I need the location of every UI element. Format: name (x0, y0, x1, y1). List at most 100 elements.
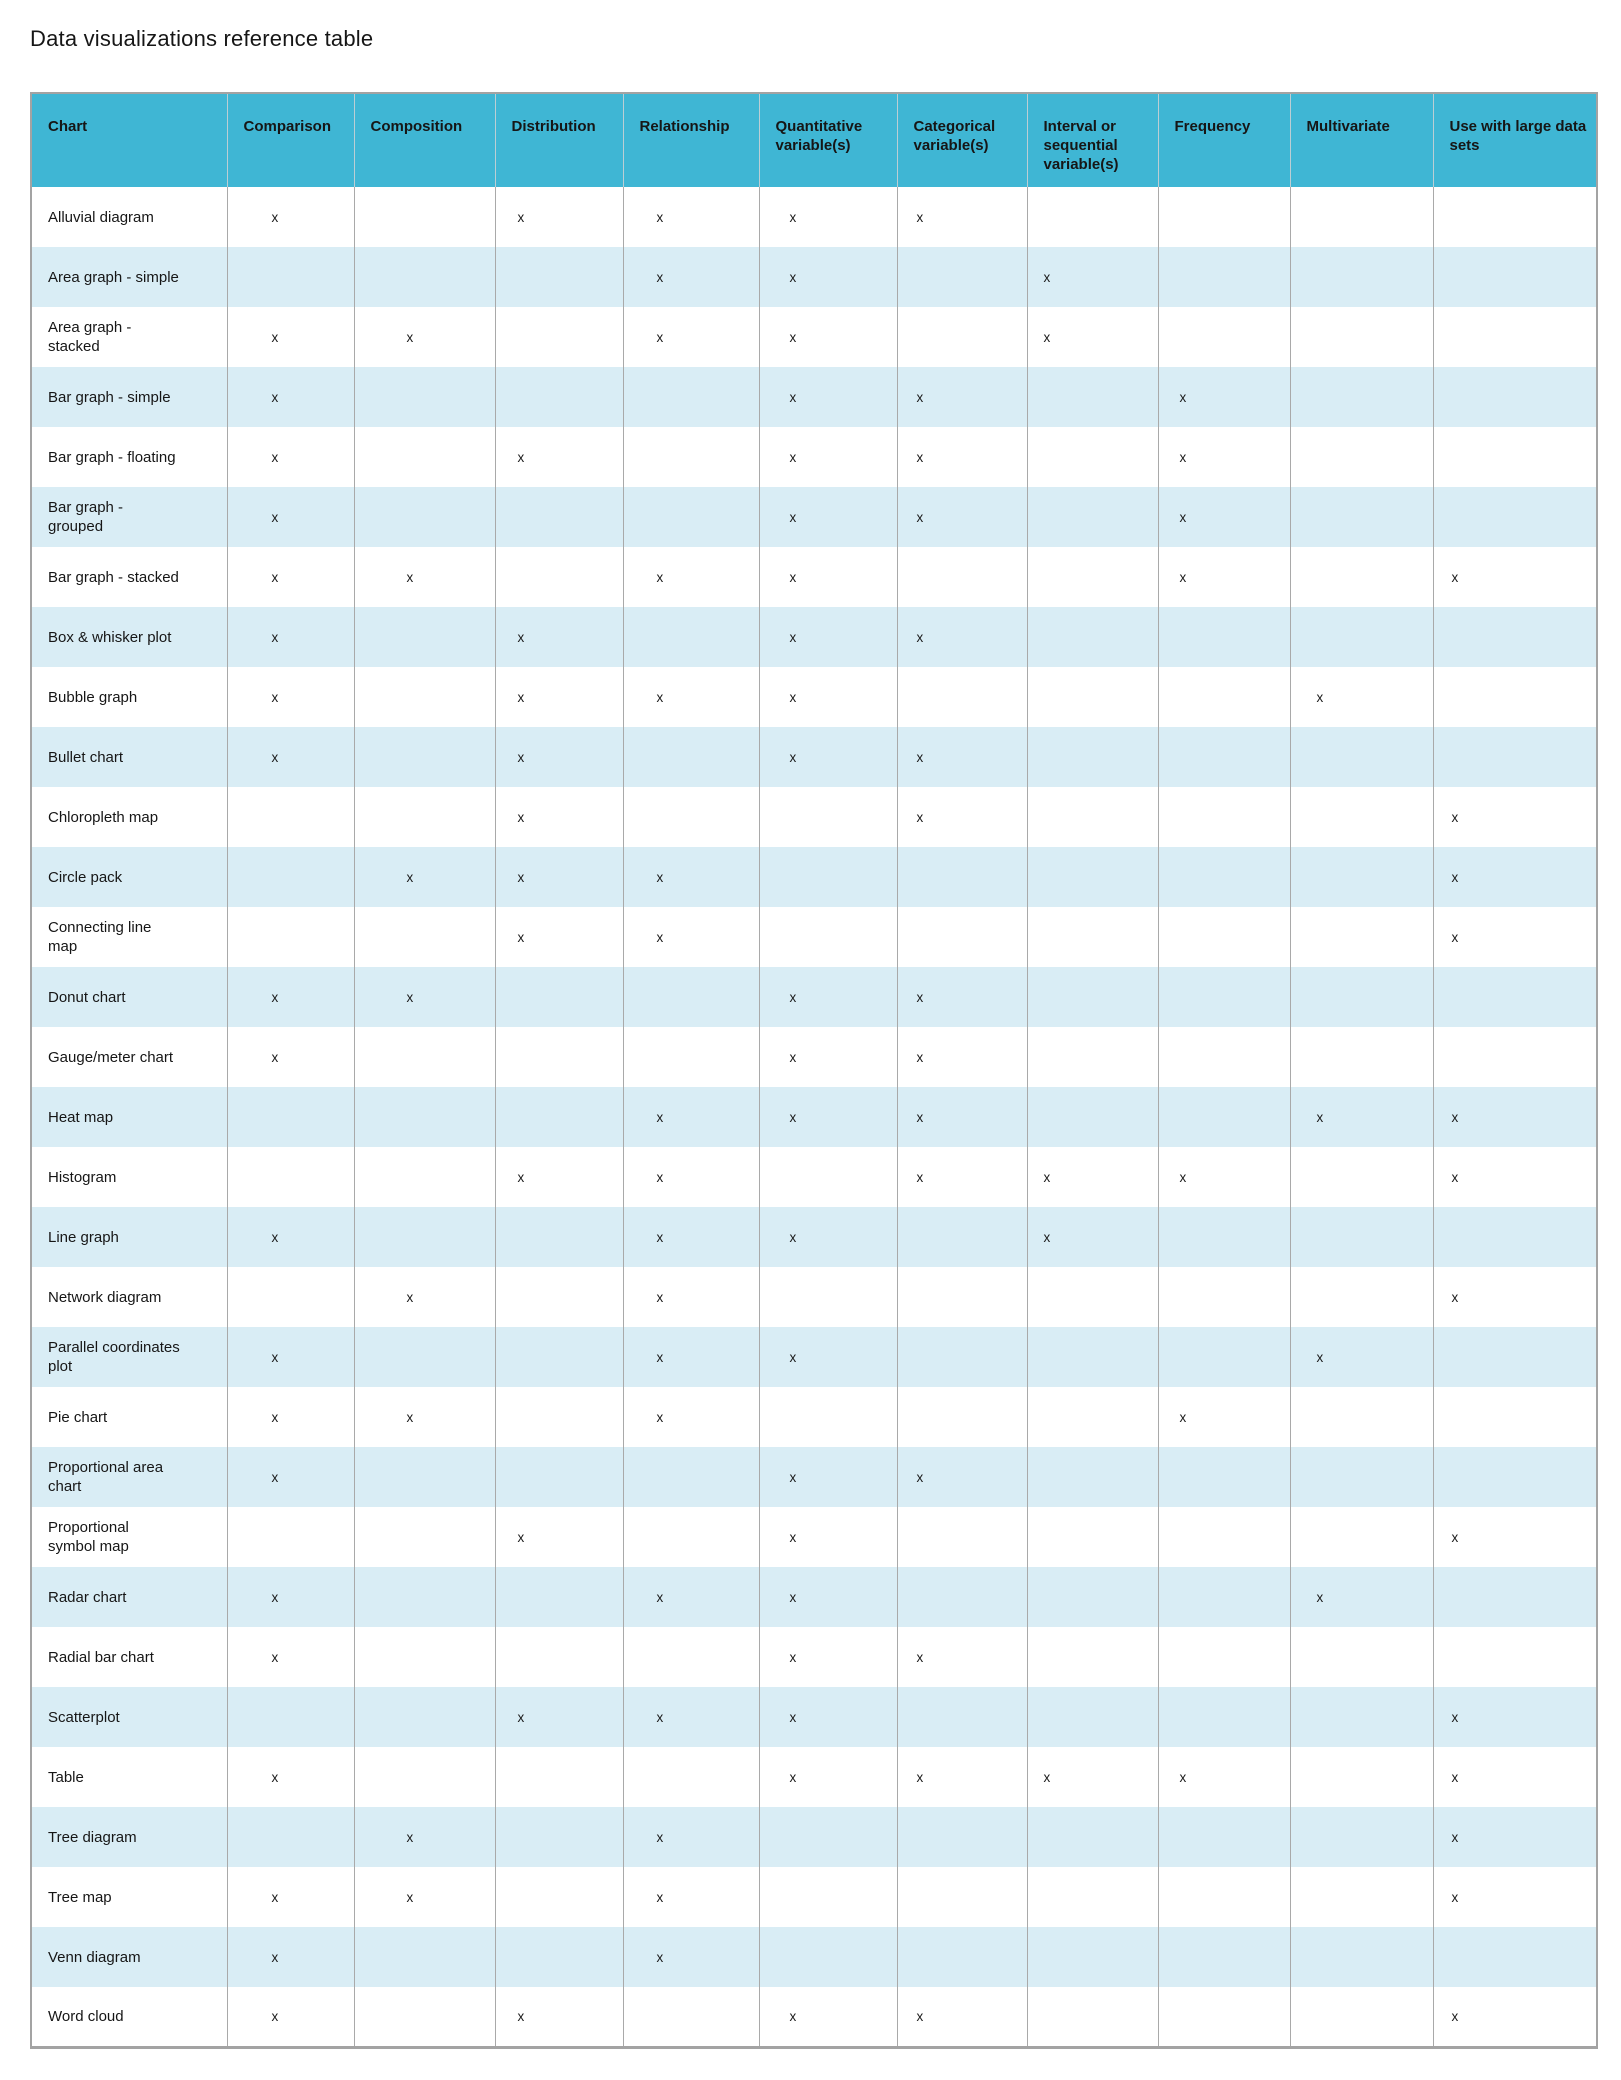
empty-cell (622, 427, 759, 487)
empty-cell (622, 1027, 759, 1087)
mark-cell: x (758, 607, 897, 667)
mark-cell: x (758, 247, 897, 307)
empty-cell (494, 1747, 623, 1807)
data-visualizations-reference-table: Chart Comparison Composition Distribution Re… (30, 92, 1598, 2049)
mark-cell: x (494, 727, 623, 787)
column-header-distribution: Distribution (494, 93, 623, 187)
empty-cell (1289, 1987, 1433, 2047)
empty-cell (494, 1087, 623, 1147)
empty-cell (896, 1387, 1027, 1447)
empty-cell (1289, 547, 1433, 607)
empty-cell (1432, 1387, 1597, 1447)
empty-cell (353, 247, 495, 307)
empty-cell (1157, 667, 1290, 727)
mark-cell: x (226, 1387, 354, 1447)
table-row-bubble-graph: Bubble graph x x x x x (31, 667, 1597, 727)
empty-cell (1026, 1267, 1158, 1327)
mark-cell: x (622, 1267, 759, 1327)
empty-cell (494, 1387, 623, 1447)
empty-cell (1026, 1387, 1158, 1447)
column-header-comparison: Comparison (226, 93, 354, 187)
mark-cell: x (622, 1687, 759, 1747)
mark-cell: x (622, 1927, 759, 1987)
row-label: Box & whisker plot (48, 628, 172, 646)
mark-cell: x (896, 787, 1027, 847)
empty-cell (896, 667, 1027, 727)
mark-cell: x (353, 307, 495, 367)
empty-cell (1157, 907, 1290, 967)
empty-cell (758, 1867, 897, 1927)
empty-cell (1026, 487, 1158, 547)
empty-cell (353, 1747, 495, 1807)
empty-cell (1289, 1207, 1433, 1267)
empty-cell (1289, 1147, 1433, 1207)
mark-cell: x (1432, 847, 1597, 907)
mark-cell: x (226, 1867, 354, 1927)
mark-cell: x (896, 1747, 1027, 1807)
empty-cell (622, 1627, 759, 1687)
empty-cell (1157, 1987, 1290, 2047)
mark-cell: x (1157, 547, 1290, 607)
empty-cell (1157, 1327, 1290, 1387)
empty-cell (896, 1267, 1027, 1327)
mark-cell: x (758, 547, 897, 607)
mark-cell: x (226, 1447, 354, 1507)
empty-cell (1289, 367, 1433, 427)
empty-cell (758, 1387, 897, 1447)
mark-cell: x (1026, 1147, 1158, 1207)
empty-cell (1026, 1567, 1158, 1627)
column-header-interval-or-sequential-variable-s: Interval or sequential variable(s) (1026, 93, 1158, 187)
empty-cell (226, 847, 354, 907)
empty-cell (226, 1507, 354, 1567)
mark-cell: x (896, 1087, 1027, 1147)
mark-cell: x (226, 607, 354, 667)
row-label: Proportional symbol map (48, 1519, 129, 1555)
mark-cell: x (896, 607, 1027, 667)
empty-cell (1157, 1267, 1290, 1327)
row-label: Scatterplot (48, 1708, 120, 1726)
mark-cell: x (896, 427, 1027, 487)
mark-cell: x (494, 787, 623, 847)
empty-cell (1432, 187, 1597, 247)
empty-cell (758, 907, 897, 967)
empty-cell (1026, 847, 1158, 907)
mark-cell: x (622, 1807, 759, 1867)
empty-cell (1026, 787, 1158, 847)
empty-cell (494, 967, 623, 1027)
mark-cell: x (1432, 1087, 1597, 1147)
mark-cell: x (494, 1687, 623, 1747)
empty-cell (353, 1207, 495, 1267)
empty-cell (622, 1987, 759, 2047)
empty-cell (1432, 427, 1597, 487)
empty-cell (1026, 1327, 1158, 1387)
empty-cell (353, 1627, 495, 1687)
column-header-relationship: Relationship (622, 93, 759, 187)
table-row-area-graph-simple: Area graph - simple x x x (31, 247, 1597, 307)
mark-cell: x (622, 1147, 759, 1207)
table-row-scatterplot: Scatterplot x x x x (31, 1687, 1597, 1747)
empty-cell (1026, 1507, 1158, 1567)
mark-cell: x (1157, 367, 1290, 427)
mark-cell: x (226, 967, 354, 1027)
row-label: Tree map (48, 1888, 112, 1906)
empty-cell (1432, 607, 1597, 667)
empty-cell (494, 1807, 623, 1867)
empty-cell (494, 1627, 623, 1687)
empty-cell (896, 547, 1027, 607)
empty-cell (226, 1267, 354, 1327)
empty-cell (1026, 967, 1158, 1027)
empty-cell (353, 1447, 495, 1507)
empty-cell (226, 1087, 354, 1147)
empty-cell (1026, 1027, 1158, 1087)
mark-cell: x (758, 367, 897, 427)
mark-cell: x (622, 547, 759, 607)
empty-cell (353, 1327, 495, 1387)
empty-cell (758, 847, 897, 907)
empty-cell (1289, 847, 1433, 907)
empty-cell (494, 1447, 623, 1507)
empty-cell (1289, 1747, 1433, 1807)
empty-cell (622, 1447, 759, 1507)
mark-cell: x (758, 1987, 897, 2047)
empty-cell (353, 907, 495, 967)
row-label: Bubble graph (48, 688, 138, 706)
